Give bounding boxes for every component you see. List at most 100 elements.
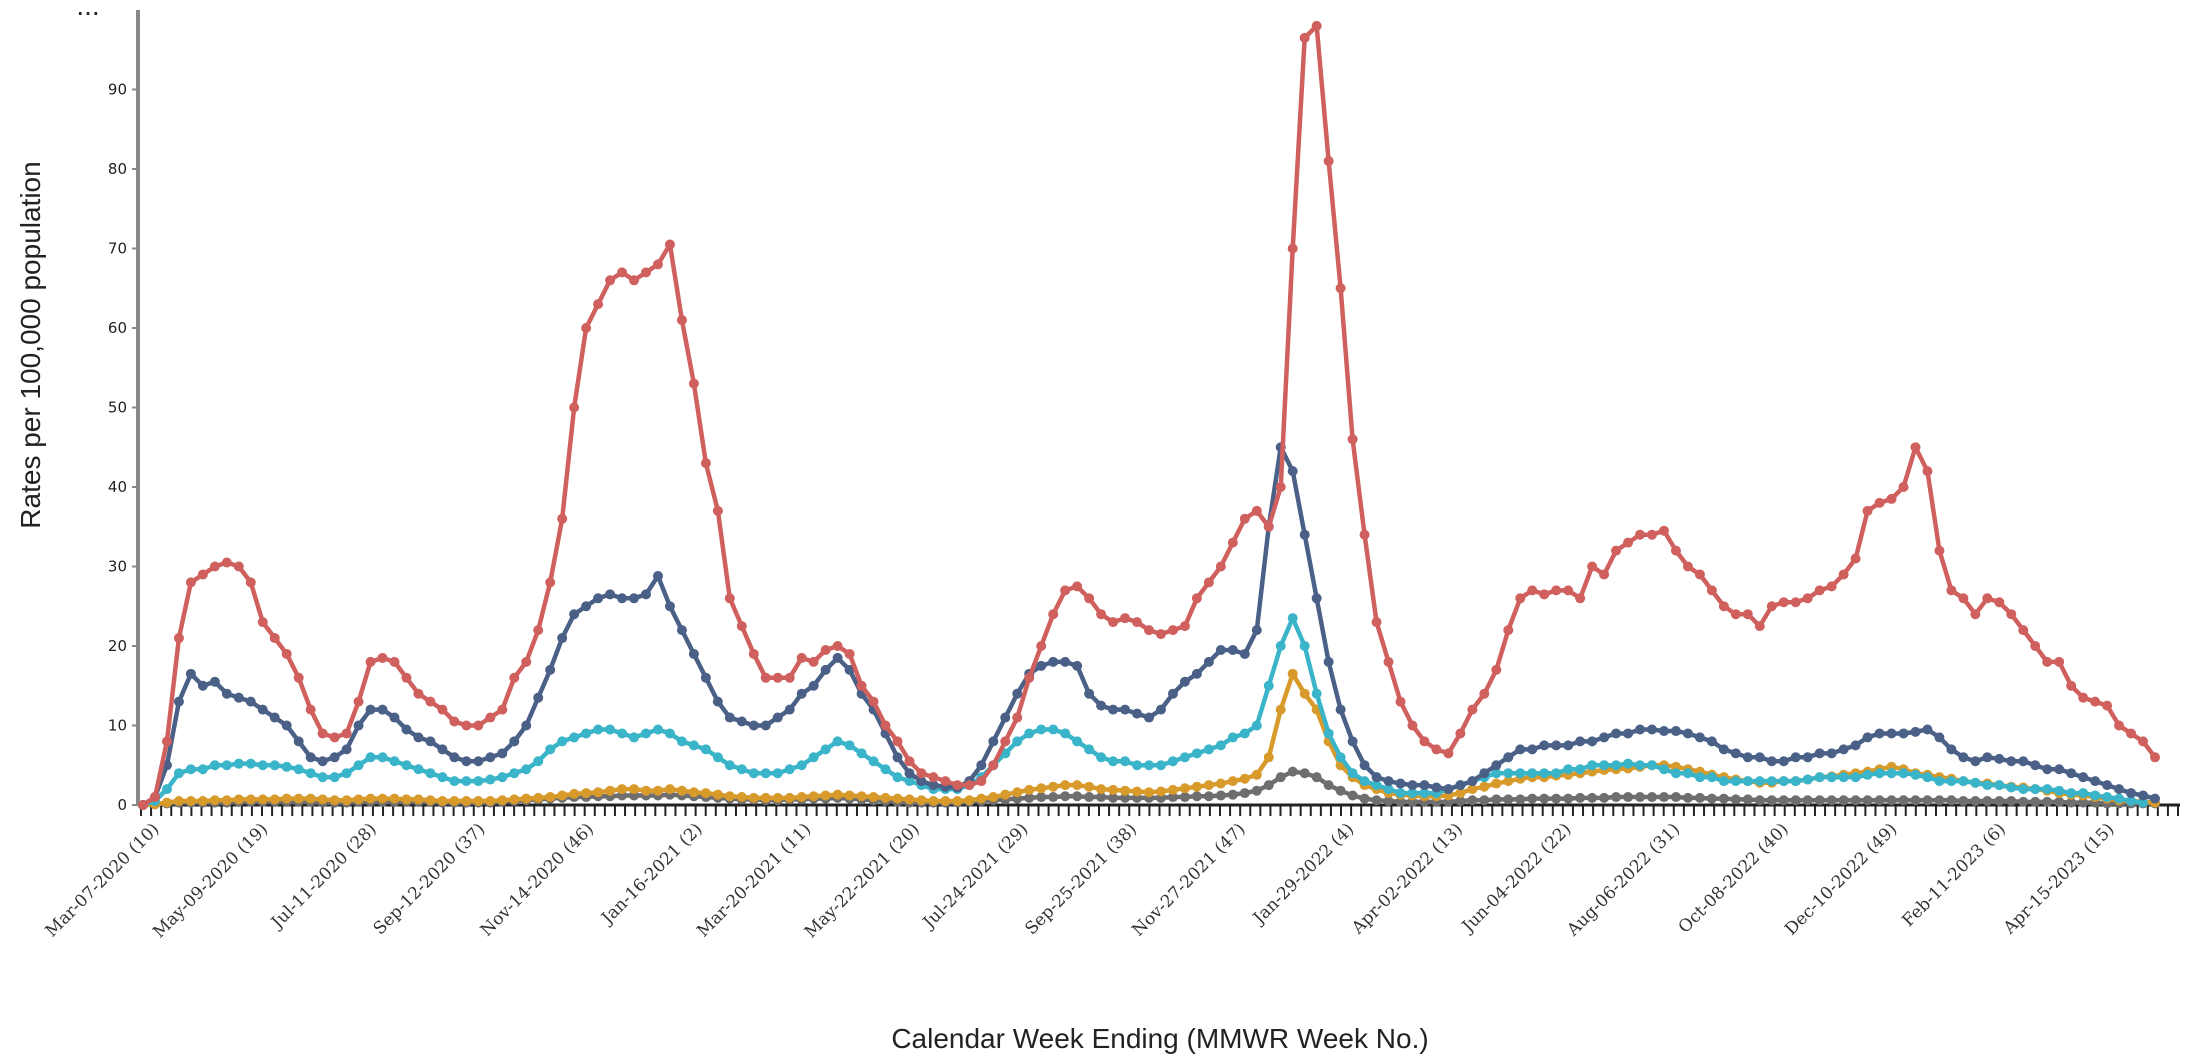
data-point	[1766, 776, 1777, 787]
data-point	[1072, 780, 1083, 791]
data-point	[1347, 434, 1358, 445]
data-point	[377, 652, 388, 663]
data-point	[1706, 772, 1717, 783]
data-point	[988, 792, 999, 803]
data-point	[712, 789, 723, 800]
data-point	[1191, 791, 1202, 802]
data-point	[1802, 795, 1813, 806]
data-point	[1814, 748, 1825, 759]
data-point	[221, 795, 232, 806]
data-point	[593, 787, 604, 798]
data-point	[1910, 442, 1921, 453]
data-point	[2030, 796, 2041, 807]
series-line	[141, 23, 2157, 807]
data-point	[1036, 783, 1047, 794]
data-point	[1587, 561, 1598, 572]
data-point	[353, 760, 364, 771]
data-point	[1611, 728, 1622, 739]
data-point	[784, 764, 795, 775]
data-point	[1754, 795, 1765, 806]
data-point	[796, 792, 807, 803]
data-point	[1155, 704, 1166, 715]
data-point	[1048, 609, 1059, 620]
data-point	[1263, 780, 1274, 791]
series-layer	[138, 20, 2160, 810]
data-point	[2090, 776, 2101, 787]
data-point	[712, 505, 723, 516]
data-point	[1575, 593, 1586, 604]
data-point	[976, 776, 987, 787]
data-point	[1024, 728, 1035, 739]
data-point	[1838, 569, 1849, 580]
data-point	[2138, 736, 2149, 747]
y-tick-label: 30	[108, 558, 127, 576]
data-point	[593, 299, 604, 310]
data-point	[1299, 641, 1310, 651]
x-tick-label: Aug-06-2022 (31)	[1563, 819, 1684, 940]
data-point	[389, 756, 400, 767]
data-point	[652, 724, 663, 735]
data-point	[1623, 728, 1634, 739]
data-point	[1934, 776, 1945, 787]
data-point	[688, 378, 699, 389]
data-point	[2030, 641, 2041, 651]
data-point	[293, 793, 304, 804]
data-point	[1167, 756, 1178, 767]
data-point	[2054, 785, 2065, 796]
data-point	[1766, 756, 1777, 767]
data-point	[1144, 712, 1154, 723]
data-point	[1658, 764, 1669, 775]
data-point	[1754, 621, 1765, 632]
data-point	[341, 728, 352, 739]
data-point	[2006, 796, 2017, 807]
data-point	[1299, 529, 1310, 540]
data-point	[1563, 740, 1574, 751]
data-point	[569, 402, 580, 413]
data-point	[1539, 793, 1550, 804]
data-point	[1898, 768, 1909, 779]
data-point	[2030, 760, 2041, 771]
data-point	[832, 641, 843, 651]
data-point	[1730, 748, 1741, 759]
data-point	[1263, 680, 1274, 691]
series-line	[142, 671, 2156, 808]
data-point	[1886, 493, 1897, 504]
x-tick-label: Sep-25-2021 (38)	[1021, 819, 1141, 939]
data-point	[269, 760, 280, 771]
data-point	[1814, 585, 1825, 596]
data-point	[2090, 790, 2101, 801]
data-point	[521, 656, 532, 667]
data-point	[533, 625, 544, 636]
data-point	[784, 792, 795, 803]
data-point	[221, 557, 232, 568]
data-point	[1491, 778, 1502, 789]
data-point	[1167, 784, 1178, 795]
data-point	[1024, 792, 1035, 803]
data-point	[1790, 795, 1801, 806]
data-point	[1395, 788, 1406, 799]
data-point	[1599, 760, 1610, 771]
data-point	[952, 780, 963, 791]
data-point	[904, 768, 915, 779]
data-point	[1120, 792, 1131, 803]
data-point	[509, 672, 520, 683]
data-point	[1000, 789, 1011, 800]
data-point	[401, 672, 412, 683]
data-point	[808, 752, 819, 763]
data-point	[257, 617, 268, 628]
data-point	[880, 792, 891, 803]
data-point	[197, 796, 208, 807]
y-axis-ticks: 0 10 20 30 40 50 60 70 80 90	[108, 81, 138, 814]
data-point	[1694, 792, 1705, 803]
data-point	[1670, 726, 1681, 737]
data-point	[1575, 792, 1586, 803]
data-point	[928, 780, 939, 791]
data-point	[652, 571, 663, 582]
data-point	[1096, 609, 1107, 620]
y-tick-label: 50	[108, 399, 127, 417]
data-point	[688, 740, 699, 751]
data-point	[1718, 601, 1729, 612]
data-point	[1623, 792, 1634, 803]
data-point	[1383, 784, 1394, 795]
data-point	[1802, 774, 1813, 785]
